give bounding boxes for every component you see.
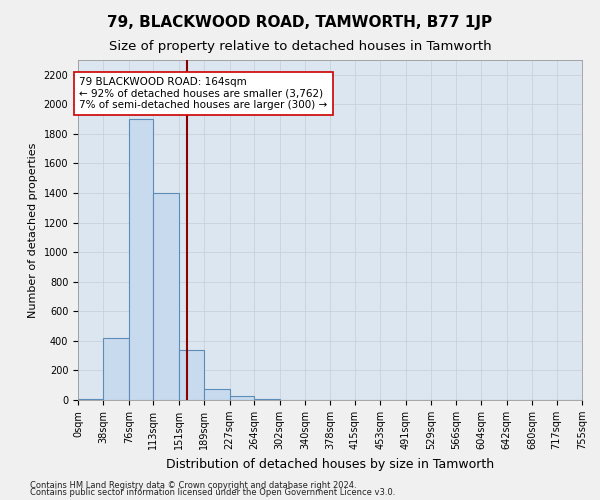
- Text: 79, BLACKWOOD ROAD, TAMWORTH, B77 1JP: 79, BLACKWOOD ROAD, TAMWORTH, B77 1JP: [107, 15, 493, 30]
- Bar: [254, 399, 280, 400]
- Bar: [230, 396, 254, 400]
- Bar: [129, 119, 154, 400]
- Bar: [204, 389, 230, 400]
- Bar: [78, 398, 103, 400]
- Text: 79 BLACKWOOD ROAD: 164sqm
← 92% of detached houses are smaller (3,762)
7% of sem: 79 BLACKWOOD ROAD: 164sqm ← 92% of detac…: [79, 77, 328, 110]
- Bar: [103, 338, 129, 400]
- Text: Contains public sector information licensed under the Open Government Licence v3: Contains public sector information licen…: [30, 488, 395, 497]
- X-axis label: Distribution of detached houses by size in Tamworth: Distribution of detached houses by size …: [166, 458, 494, 470]
- Bar: [179, 350, 204, 400]
- Bar: [154, 193, 179, 400]
- Y-axis label: Number of detached properties: Number of detached properties: [28, 142, 38, 318]
- Text: Contains HM Land Registry data © Crown copyright and database right 2024.: Contains HM Land Registry data © Crown c…: [30, 480, 356, 490]
- Text: Size of property relative to detached houses in Tamworth: Size of property relative to detached ho…: [109, 40, 491, 53]
